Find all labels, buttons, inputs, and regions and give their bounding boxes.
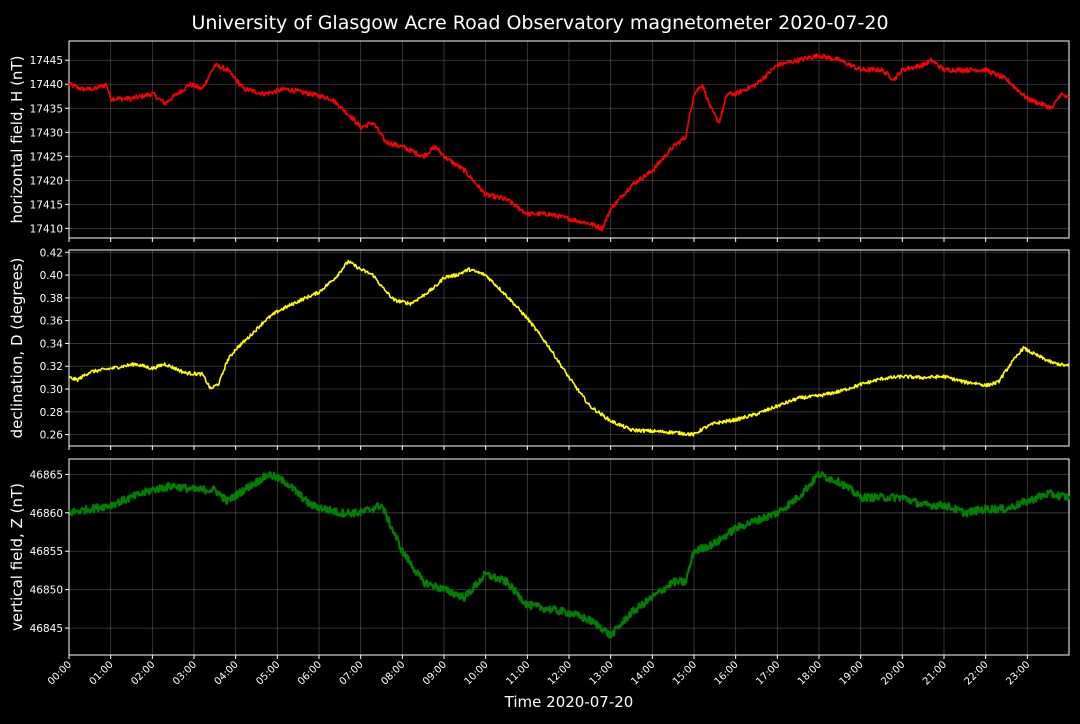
x-tick-label: 23:00 bbox=[1004, 659, 1032, 687]
x-tick-label: 14:00 bbox=[629, 659, 657, 687]
x-tick-label: 11:00 bbox=[504, 659, 532, 687]
x-tick-label: 05:00 bbox=[254, 659, 282, 687]
panel-1-ytick-label: 0.36 bbox=[40, 316, 64, 328]
x-tick-label: 16:00 bbox=[713, 659, 741, 687]
x-tick-label: 21:00 bbox=[921, 659, 949, 687]
chart-title: University of Glasgow Acre Road Observat… bbox=[191, 12, 888, 34]
panel-0-ytick-label: 17440 bbox=[30, 79, 63, 91]
panel-1-ylabel: declination, D (degrees) bbox=[8, 258, 26, 439]
panel-1-ytick-label: 0.34 bbox=[40, 338, 64, 350]
x-tick-label: 13:00 bbox=[588, 659, 616, 687]
panel-0-ylabel: horizontal field, H (nT) bbox=[8, 56, 26, 224]
x-tick-label: 10:00 bbox=[463, 659, 491, 687]
x-tick-label: 19:00 bbox=[838, 659, 866, 687]
x-tick-label: 12:00 bbox=[546, 659, 574, 687]
panel-0-series-line bbox=[68, 53, 1070, 232]
x-tick-label: 06:00 bbox=[296, 659, 324, 687]
panel-1-frame bbox=[68, 249, 1070, 447]
panel-1-ytick-label: 0.40 bbox=[40, 270, 63, 282]
panel-1-ytick-label: 0.42 bbox=[40, 247, 63, 259]
panel-2-ytick-label: 46860 bbox=[30, 508, 63, 520]
panel-0-ytick-label: 17430 bbox=[30, 127, 63, 139]
x-axis-label: Time 2020-07-20 bbox=[504, 693, 634, 711]
panel-2-series-line bbox=[68, 470, 1071, 639]
x-tick-label: 09:00 bbox=[421, 659, 449, 687]
x-tick-label: 03:00 bbox=[171, 659, 199, 687]
x-tick-label: 00:00 bbox=[46, 659, 74, 687]
panel-1-ytick-label: 0.26 bbox=[40, 430, 64, 442]
panel-2-ytick-label: 46855 bbox=[30, 546, 63, 558]
x-tick-label: 04:00 bbox=[213, 659, 241, 687]
panel-1-ytick-label: 0.32 bbox=[40, 361, 63, 373]
panel-1-series-line bbox=[68, 259, 1070, 437]
panel-2-ylabel: vertical field, Z (nT) bbox=[8, 483, 26, 631]
x-tick-label: 07:00 bbox=[338, 659, 366, 687]
x-tick-label: 17:00 bbox=[754, 659, 782, 687]
panel-0-ytick-label: 17425 bbox=[30, 151, 63, 163]
panel-2-frame bbox=[68, 458, 1070, 656]
panel-0-ytick-label: 17445 bbox=[30, 55, 63, 67]
panel-2-ytick-label: 46865 bbox=[30, 469, 63, 481]
x-tick-label: 22:00 bbox=[963, 659, 991, 687]
panel-1-ytick-label: 0.28 bbox=[40, 407, 63, 419]
x-tick-label: 01:00 bbox=[88, 659, 116, 687]
x-tick-label: 02:00 bbox=[129, 659, 157, 687]
x-tick-label: 20:00 bbox=[879, 659, 907, 687]
panel-1-ytick-label: 0.30 bbox=[40, 384, 63, 396]
panel-2-ytick-label: 46850 bbox=[30, 585, 63, 597]
panel-2-ytick-label: 46845 bbox=[30, 623, 63, 635]
x-tick-label: 15:00 bbox=[671, 659, 699, 687]
panel-1-ytick-label: 0.38 bbox=[40, 293, 63, 305]
panel-0-ytick-label: 17410 bbox=[30, 223, 63, 235]
panel-0-ytick-label: 17435 bbox=[30, 103, 63, 115]
x-tick-label: 18:00 bbox=[796, 659, 824, 687]
panel-0-ytick-label: 17415 bbox=[30, 199, 63, 211]
panel-0-frame bbox=[68, 40, 1070, 239]
x-tick-label: 08:00 bbox=[379, 659, 407, 687]
panel-0-ytick-label: 17420 bbox=[30, 175, 63, 187]
